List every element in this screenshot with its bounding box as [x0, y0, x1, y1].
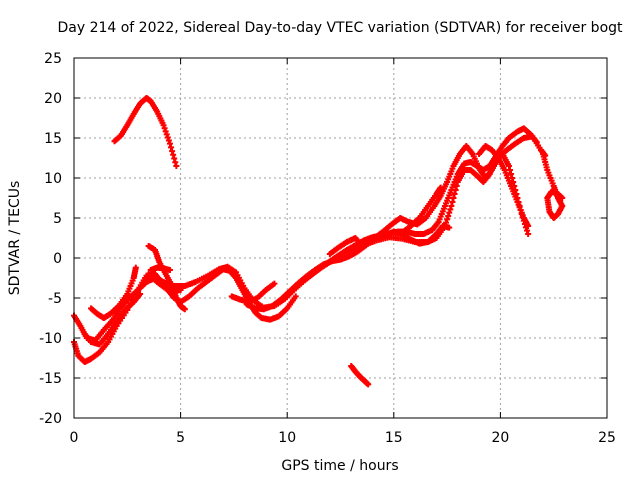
- chart-title: Day 214 of 2022, Sidereal Day-to-day VTE…: [57, 20, 623, 36]
- data-point: [444, 216, 451, 223]
- series-arc-13: [382, 223, 453, 247]
- x-tick-label: 25: [598, 430, 616, 446]
- data-point: [160, 122, 167, 129]
- data-point: [437, 184, 444, 191]
- data-point: [164, 134, 171, 141]
- data-point: [525, 223, 532, 229]
- data-point: [453, 183, 460, 189]
- data-point: [173, 163, 180, 169]
- x-axis-label: GPS time / hours: [281, 458, 398, 474]
- plot-border: [73, 57, 608, 419]
- data-point: [163, 131, 170, 138]
- y-tick-label: -20: [39, 411, 62, 427]
- data-point: [168, 144, 175, 151]
- data-point: [445, 213, 452, 219]
- series-arc-12: [326, 235, 365, 257]
- y-tick-label: -15: [39, 371, 62, 387]
- data-point: [448, 203, 455, 209]
- series-arc-15: [476, 143, 532, 229]
- data-point: [525, 231, 532, 237]
- x-tick-label: 0: [70, 430, 79, 446]
- data-point: [451, 191, 458, 197]
- data-point: [559, 195, 566, 201]
- data-point: [510, 179, 517, 185]
- data-marks: [71, 95, 566, 388]
- data-point: [171, 155, 178, 162]
- axis-ticks: 0 5 10 15 20 25 -20 -15 -10 -5 0 5 10 15 20 25: [39, 51, 616, 446]
- series-arc-1: [111, 95, 180, 169]
- data-point: [166, 140, 173, 147]
- data-point: [506, 167, 513, 173]
- data-point: [177, 287, 184, 293]
- data-point: [505, 163, 512, 169]
- data-point: [161, 125, 168, 132]
- y-tick-label: 5: [53, 211, 62, 227]
- y-tick-label: -5: [48, 291, 62, 307]
- x-tick-label: 20: [491, 430, 509, 446]
- y-tick-label: 25: [44, 51, 62, 67]
- data-point: [165, 137, 172, 144]
- series-arc-4: [81, 291, 144, 348]
- series-arc-16: [540, 151, 566, 221]
- data-point: [292, 293, 299, 300]
- y-axis-label: SDTVAR / TECUs: [7, 181, 23, 296]
- series-arc-6: [88, 264, 139, 321]
- data-point: [271, 280, 278, 287]
- data-point: [508, 171, 515, 177]
- data-point: [132, 264, 139, 271]
- data-point: [533, 139, 540, 145]
- series-arc-17: [348, 363, 372, 388]
- data-point: [358, 243, 365, 249]
- x-tick-label: 10: [278, 430, 296, 446]
- data-point: [449, 199, 456, 205]
- data-point: [450, 195, 457, 201]
- data-point: [181, 306, 188, 313]
- series-arc-7: [145, 243, 188, 313]
- y-tick-label: 20: [44, 91, 62, 107]
- data-point: [166, 267, 173, 273]
- series-arc-8: [147, 264, 173, 273]
- data-point: [162, 128, 169, 135]
- y-tick-label: 10: [44, 171, 62, 187]
- data-point: [137, 291, 144, 297]
- data-point: [365, 381, 372, 388]
- y-tick-label: -10: [39, 331, 62, 347]
- data-point: [447, 206, 454, 213]
- data-point: [172, 159, 179, 166]
- series-arc-14: [399, 184, 444, 236]
- y-tick-label: 15: [44, 131, 62, 147]
- data-point: [446, 209, 453, 216]
- data-point: [446, 224, 453, 231]
- y-tick-label: 0: [53, 251, 62, 267]
- data-point: [524, 227, 531, 234]
- data-point: [170, 151, 177, 158]
- x-tick-label: 15: [385, 430, 403, 446]
- data-point: [169, 148, 176, 155]
- x-tick-label: 5: [176, 430, 185, 446]
